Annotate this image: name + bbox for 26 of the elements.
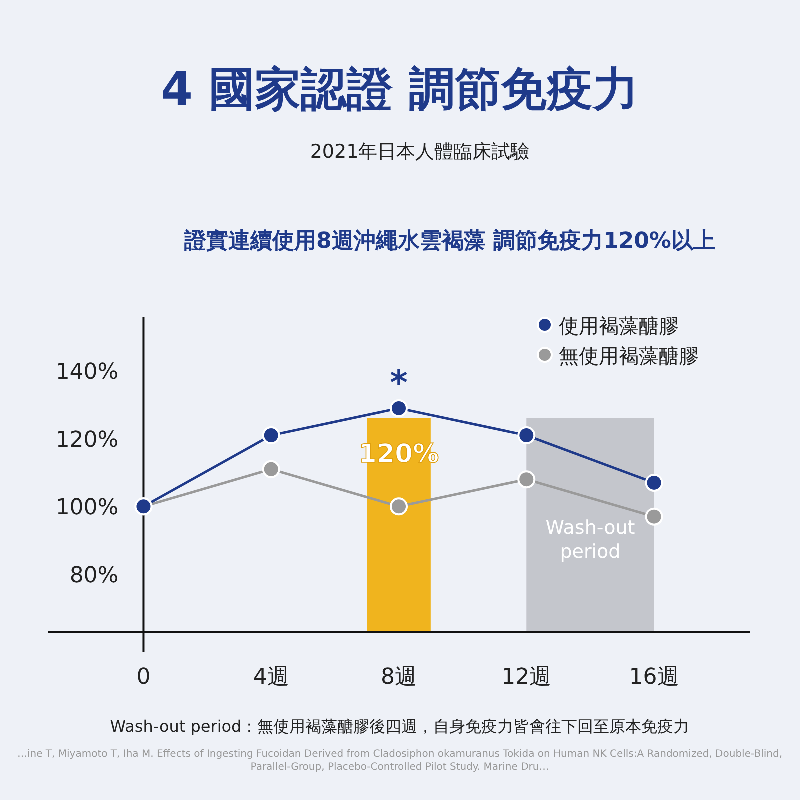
point: [390, 399, 408, 418]
point: [645, 474, 664, 492]
text: …ine T, Miyamoto T, Iha M. Effects of Ingesting Fucoidan Derived from Cladosiphon okamuranus Tokida on Human NK Cells:A Randomized, Double-Blind, Parallel-Group, Placebo-Controlled Pilot Study. Marine Dru…: [16, 748, 784, 774]
y-tick-label: 120%: [56, 428, 119, 453]
text: 證實連續使用8週沖繩水雲褐藻 調節免疫力120%以上: [184, 228, 716, 254]
x-tick-label: 8週: [381, 665, 417, 690]
legend-label: 使用褐藻醣膠: [559, 314, 679, 338]
text: Wash-out period：無使用褐藻醣膠後四週，自身免疫力皆會往下回至原本免疫力: [110, 717, 690, 736]
y-tick-label: 100%: [56, 496, 119, 521]
legend-label: 無使用褐藻醣膠: [559, 344, 699, 368]
y-tick-label: 80%: [70, 563, 119, 588]
band-label: Wash-out period: [546, 516, 636, 563]
x-tick-label: 0: [136, 665, 151, 690]
chart-subtitle: 2021年日本人體臨床試驗: [310, 141, 530, 163]
point: [262, 426, 280, 445]
point: [518, 426, 536, 445]
x-tick-label: 12週: [502, 665, 552, 690]
point: [645, 508, 664, 526]
x-tick-label: 4週: [253, 665, 290, 690]
y-tick-label: 140%: [56, 360, 119, 386]
chart-title: 4 國家認證 調節免疫力: [160, 62, 640, 116]
point: [262, 460, 280, 478]
x-tick-label: 16週: [629, 665, 680, 690]
annotation: *: [390, 363, 408, 404]
point: [390, 498, 408, 516]
point: [518, 470, 536, 489]
